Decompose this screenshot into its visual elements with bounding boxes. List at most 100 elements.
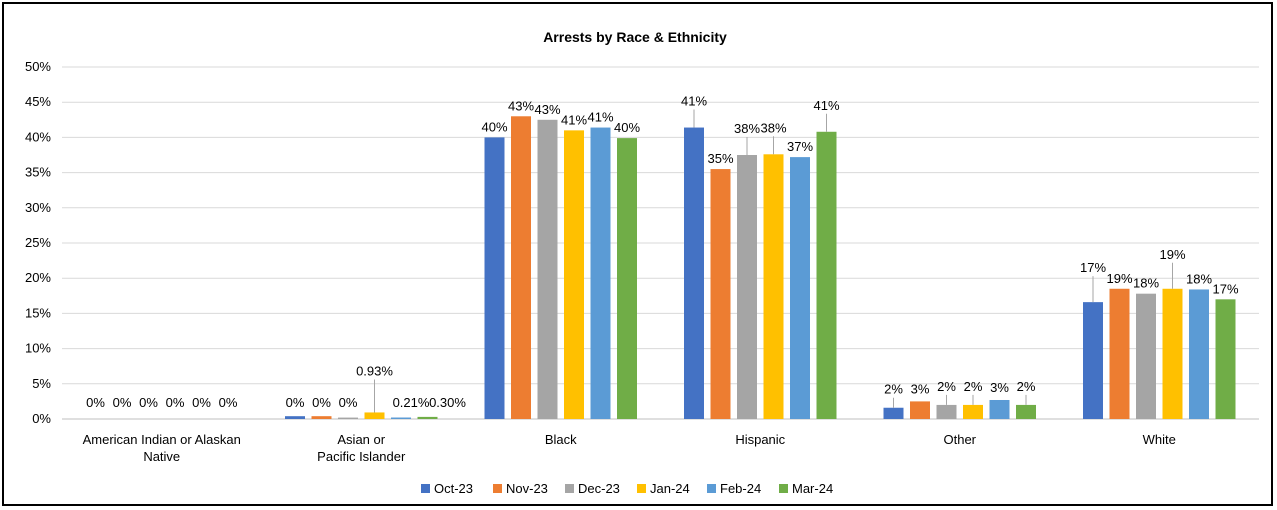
bar xyxy=(338,417,358,419)
data-label: 18% xyxy=(1133,276,1159,291)
data-label: 3% xyxy=(911,381,930,396)
data-label: 0.93% xyxy=(356,363,393,378)
data-label: 18% xyxy=(1186,271,1212,286)
data-label: 0.21% xyxy=(393,395,430,410)
data-label: 17% xyxy=(1212,281,1238,296)
bar xyxy=(285,416,305,419)
bar xyxy=(1162,288,1183,419)
x-category-label: Other xyxy=(943,432,976,447)
data-label: 0% xyxy=(219,395,238,410)
bar xyxy=(391,417,411,419)
data-label: 43% xyxy=(534,102,560,117)
data-label: 0% xyxy=(86,395,105,410)
data-label: 0% xyxy=(286,395,305,410)
bar xyxy=(910,401,930,419)
bar xyxy=(537,119,558,420)
y-tick-label: 40% xyxy=(25,129,51,144)
data-label: 41% xyxy=(587,110,613,125)
bar xyxy=(763,154,784,419)
data-label: 38% xyxy=(734,121,760,136)
bar xyxy=(1136,293,1156,419)
data-label: 0% xyxy=(312,395,331,410)
x-category-label: Asian or xyxy=(337,432,385,447)
data-label: 2% xyxy=(937,379,956,394)
bar xyxy=(511,116,531,419)
y-tick-label: 30% xyxy=(25,200,51,215)
bar xyxy=(417,416,438,419)
y-tick-label: 20% xyxy=(25,270,51,285)
legend-swatch xyxy=(707,484,716,493)
data-label: 2% xyxy=(884,382,903,397)
y-tick-label: 15% xyxy=(25,305,51,320)
y-tick-label: 5% xyxy=(32,376,51,391)
data-label: 41% xyxy=(681,94,707,109)
data-label: 41% xyxy=(813,98,839,113)
legend-swatch xyxy=(565,484,574,493)
data-label: 35% xyxy=(707,151,733,166)
bar xyxy=(1016,404,1036,419)
bar xyxy=(617,138,637,419)
legend-swatch xyxy=(493,484,502,493)
data-label: 0.30% xyxy=(429,395,466,410)
data-label: 17% xyxy=(1080,260,1106,275)
data-label: 38% xyxy=(760,120,786,135)
legend-label: Dec-23 xyxy=(578,481,620,496)
y-tick-label: 25% xyxy=(25,235,51,250)
bar xyxy=(989,399,1010,419)
bar xyxy=(936,404,957,419)
y-tick-label: 50% xyxy=(25,59,51,74)
data-label: 40% xyxy=(481,119,507,134)
y-tick-label: 45% xyxy=(25,94,51,109)
bar xyxy=(1189,289,1209,419)
data-label: 19% xyxy=(1159,247,1185,262)
x-category-label: Black xyxy=(545,432,577,447)
data-label: 37% xyxy=(787,139,813,154)
chart-title: Arrests by Race & Ethnicity xyxy=(543,29,727,45)
legend-label: Nov-23 xyxy=(506,481,548,496)
bar xyxy=(484,137,505,419)
bar xyxy=(684,127,704,419)
bar xyxy=(564,130,584,420)
data-label: 40% xyxy=(614,120,640,135)
y-tick-label: 0% xyxy=(32,411,51,426)
x-category-label: Hispanic xyxy=(735,432,785,447)
bar xyxy=(311,416,332,419)
x-category-label: American Indian or Alaskan xyxy=(83,432,241,447)
bar xyxy=(364,412,385,419)
bar xyxy=(590,127,611,419)
legend-label: Mar-24 xyxy=(792,481,833,496)
x-category-label: Native xyxy=(143,449,180,464)
data-label: 43% xyxy=(508,98,534,113)
x-category-label: Pacific Islander xyxy=(317,449,406,464)
data-label: 41% xyxy=(561,112,587,127)
bar xyxy=(1083,302,1103,419)
bar xyxy=(816,131,837,419)
legend-label: Feb-24 xyxy=(720,481,761,496)
data-label: 2% xyxy=(1017,379,1036,394)
bar-chart: Arrests by Race & Ethnicity 0% 0% 0% 0% 0% 0%… xyxy=(25,29,1259,496)
data-label: 19% xyxy=(1106,271,1132,286)
bar xyxy=(737,155,757,419)
y-tick-label: 10% xyxy=(25,341,51,356)
bar xyxy=(1109,288,1130,419)
data-label: 0% xyxy=(113,395,132,410)
legend-label: Jan-24 xyxy=(650,481,690,496)
legend-swatch xyxy=(421,484,430,493)
data-label: 0% xyxy=(139,395,158,410)
bar xyxy=(963,404,983,419)
y-tick-label: 35% xyxy=(25,165,51,180)
bar xyxy=(883,407,904,419)
bar xyxy=(790,157,810,419)
data-label: 3% xyxy=(990,380,1009,395)
data-label: 0% xyxy=(339,395,358,410)
bar xyxy=(1215,299,1236,419)
data-label: 2% xyxy=(964,379,983,394)
legend-label: Oct-23 xyxy=(434,481,473,496)
data-label: 0% xyxy=(166,395,185,410)
bar xyxy=(710,169,731,419)
legend-swatch xyxy=(779,484,788,493)
legend-swatch xyxy=(637,484,646,493)
x-category-label: White xyxy=(1143,432,1176,447)
data-label: 0% xyxy=(192,395,211,410)
